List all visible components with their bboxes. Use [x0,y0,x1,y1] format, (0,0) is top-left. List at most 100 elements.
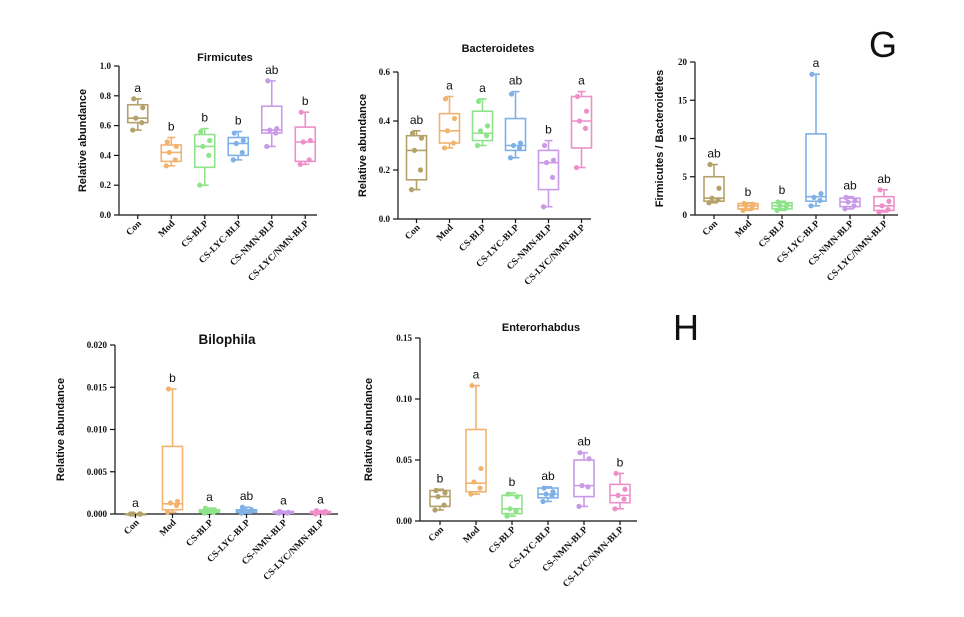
chart-panel-4: Enterorhabdus Relative abundance 0.00 0.05 0… [363,322,637,590]
significance-label: b [545,123,552,137]
box-CS-BLP [198,505,221,516]
data-point [264,143,270,150]
y-tick-label: 0.020 [87,340,108,350]
box-iqr [193,133,216,169]
data-point [164,139,170,145]
data-point [507,155,514,161]
data-point [133,115,139,121]
x-tick-label: Con [125,219,145,239]
significance-label: a [446,79,453,93]
data-point [585,484,591,490]
y-tick-label: 15 [678,95,688,105]
box-iqr [260,105,283,134]
data-point [775,199,781,205]
data-point [207,137,213,144]
box-iqr [504,117,527,152]
data-point [886,198,892,204]
data-point [435,494,441,500]
significance-label: a [317,493,324,507]
data-point [507,506,513,512]
data-point [505,491,511,497]
data-point [516,145,523,151]
data-point [478,465,484,472]
y-axis-label: Relative abundance [77,89,89,192]
data-point [274,125,280,132]
data-point [808,203,814,209]
data-point [716,185,722,191]
data-point [200,143,206,150]
significance-label: a [479,81,486,95]
data-point [165,386,172,392]
data-point [444,128,451,134]
data-point [550,489,556,495]
y-tick-label: 0.0 [379,214,391,224]
data-point [879,203,885,209]
box-iqr [126,103,149,124]
box-Con [405,130,428,193]
y-tick-label: 0.4 [100,150,112,160]
data-point [137,511,144,517]
data-point [706,200,712,206]
x-tick-label: CS-LYC/NMN-BLP [561,525,626,590]
y-tick-label: 0.4 [379,116,391,126]
data-point [577,450,583,456]
data-point [128,511,135,517]
data-point [576,118,583,124]
data-point [484,123,491,129]
data-point [131,96,137,102]
box-iqr [501,494,523,515]
box-CS-LYC/NMN-BLP [873,187,895,215]
significance-label: b [168,120,175,134]
box-iqr [609,483,631,504]
data-point [541,142,548,149]
data-point [483,133,490,139]
data-point [707,161,713,168]
box-CS-LYC-BLP [805,71,827,209]
y-tick-label: 0.000 [87,509,108,519]
data-point [166,149,172,156]
chart-panel-3: Bilophila Relative abundance 0.000 0.005 0.0… [55,332,338,583]
data-point [709,195,715,201]
y-tick-label: 0.2 [379,165,391,175]
box-Con [703,161,725,206]
data-point [322,508,329,515]
box-Con [126,96,149,133]
significance-label: ab [240,489,254,503]
significance-label: a [132,496,139,510]
data-point [579,483,585,489]
y-tick-label: 0.015 [87,382,108,392]
box-CS-NMN-BLP [573,450,595,509]
data-point [265,78,271,84]
box-iqr [570,95,593,149]
data-point [173,143,179,150]
x-tick-label: CS-LYC/NMN-BLP [825,219,890,284]
data-point [139,120,145,126]
data-point [418,135,425,141]
data-point [298,109,304,115]
box-iqr [161,445,184,511]
y-tick-label: 5 [683,172,688,182]
box-CS-NMN-BLP [272,508,295,516]
significance-label: a [134,81,141,95]
box-CS-LYC-BLP [235,504,258,516]
box-Mod [161,386,184,515]
chart-title: Bilophila [199,332,256,347]
data-point [845,199,851,205]
data-point [777,203,783,209]
chart-title: Bacteroidetes [462,43,535,55]
box-CS-LYC/NMN-BLP [609,470,631,512]
panel-label-g: G [869,24,897,65]
significance-label: b [169,371,176,385]
data-point [513,508,519,514]
box-CS-LYC/NMN-BLP [294,109,317,167]
significance-label: ab [265,63,279,77]
data-point [550,157,557,163]
data-point [514,494,520,500]
box-iqr [227,136,250,157]
y-tick-label: 20 [678,57,688,67]
data-point [741,200,747,207]
data-point [543,491,549,497]
data-point [549,174,556,180]
box-iqr [465,428,487,493]
